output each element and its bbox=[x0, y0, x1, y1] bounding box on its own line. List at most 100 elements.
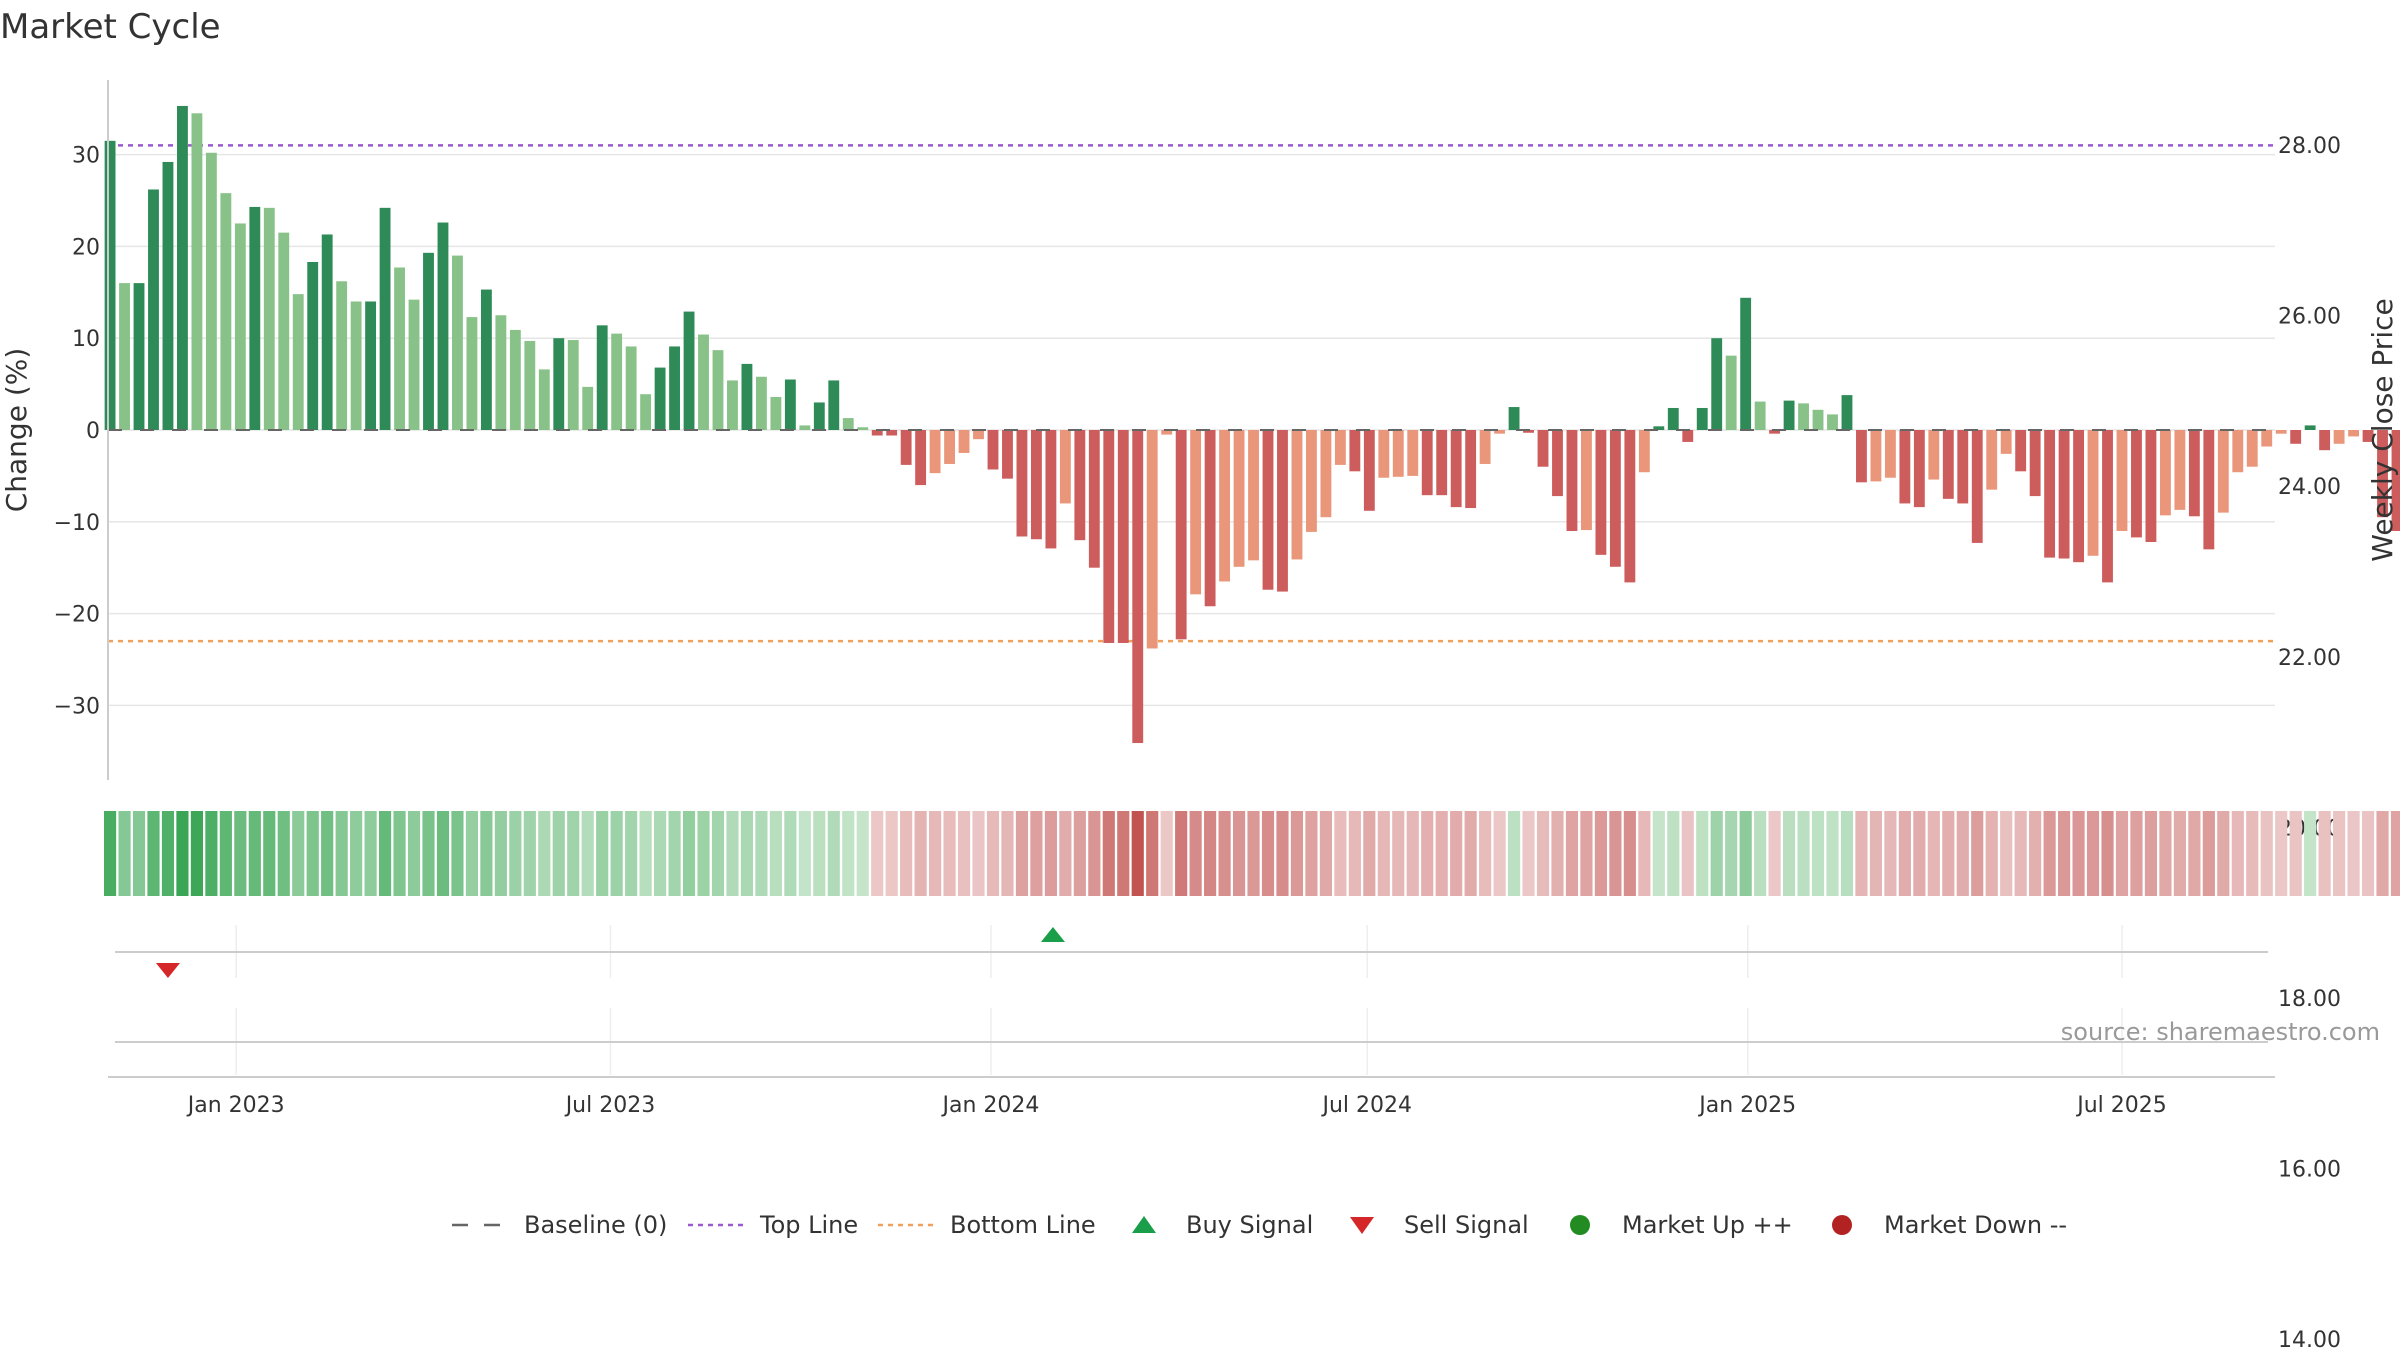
heat-cell bbox=[654, 811, 667, 896]
heat-cell bbox=[205, 811, 218, 896]
change-bar bbox=[205, 152, 217, 430]
change-bar bbox=[741, 363, 753, 430]
heat-cell bbox=[1725, 811, 1738, 896]
change-bar bbox=[1754, 401, 1766, 430]
change-bar bbox=[1957, 430, 1969, 504]
heat-cell bbox=[1232, 811, 1246, 896]
heat-cell bbox=[842, 811, 855, 896]
heat-cell bbox=[1102, 811, 1115, 896]
heat-cell bbox=[1421, 811, 1434, 896]
change-bar bbox=[842, 418, 854, 430]
heat-cell bbox=[190, 811, 203, 896]
heat-cell bbox=[2304, 811, 2317, 896]
change-bar bbox=[611, 333, 623, 430]
x-tick-label: Jan 2025 bbox=[1697, 1093, 1796, 1118]
change-bar bbox=[524, 340, 536, 430]
heat-cell bbox=[1464, 811, 1477, 896]
change-bar bbox=[1942, 430, 1954, 499]
heat-cell bbox=[1305, 811, 1318, 896]
change-bar bbox=[1725, 355, 1737, 430]
heat-cell bbox=[2173, 811, 2186, 896]
change-bar bbox=[1928, 430, 1940, 480]
change-bar bbox=[350, 301, 362, 430]
change-bar bbox=[1146, 430, 1158, 649]
heat-cell bbox=[900, 811, 913, 896]
heat-cell bbox=[2000, 811, 2013, 896]
heat-cell bbox=[1117, 811, 1130, 896]
change-bar bbox=[1638, 430, 1650, 473]
change-bar bbox=[640, 394, 652, 430]
change-bar bbox=[813, 402, 825, 430]
heat-cell bbox=[1971, 811, 1984, 896]
change-bar bbox=[408, 299, 420, 430]
change-bar bbox=[104, 140, 116, 430]
change-bar bbox=[1566, 430, 1578, 531]
heat-cell bbox=[1927, 811, 1940, 896]
change-bar bbox=[191, 113, 203, 430]
reference-lines bbox=[108, 144, 2275, 643]
change-bar bbox=[509, 329, 521, 430]
heat-cell bbox=[2289, 811, 2302, 896]
legend-label: Sell Signal bbox=[1404, 1211, 1529, 1239]
change-bar bbox=[1074, 430, 1086, 541]
change-bar bbox=[1421, 430, 1433, 496]
heat-cell bbox=[1175, 811, 1188, 896]
legend-buy-swatch bbox=[1132, 1216, 1156, 1233]
change-bar bbox=[133, 283, 145, 430]
change-bar bbox=[654, 367, 666, 430]
change-bar bbox=[1841, 395, 1853, 430]
change-bar bbox=[1523, 430, 1534, 433]
heat-cell bbox=[1623, 811, 1636, 896]
heat-cell bbox=[1261, 811, 1275, 896]
change-bar bbox=[162, 161, 174, 430]
change-bar bbox=[712, 350, 724, 430]
change-bar bbox=[177, 105, 188, 431]
heat-cell bbox=[2246, 811, 2259, 896]
heat-cell bbox=[1204, 811, 1217, 896]
change-bar bbox=[1682, 430, 1694, 442]
heat-cell bbox=[1551, 811, 1564, 896]
heat-cell bbox=[2014, 811, 2027, 896]
legend-market-down-swatch bbox=[1832, 1215, 1852, 1235]
change-bar bbox=[2333, 430, 2345, 444]
change-bar bbox=[1030, 430, 1042, 540]
change-bar bbox=[2348, 430, 2360, 437]
change-bar bbox=[1595, 430, 1607, 555]
y-tick-label: 10 bbox=[72, 327, 100, 352]
heat-cell bbox=[871, 811, 884, 896]
heat-cell bbox=[1783, 811, 1796, 896]
change-bar bbox=[1827, 414, 1838, 430]
heat-cell bbox=[1638, 811, 1651, 896]
y-tick-label: 0 bbox=[86, 419, 100, 444]
heat-cell bbox=[1667, 811, 1680, 896]
change-bar bbox=[1320, 430, 1332, 518]
heat-cell bbox=[538, 811, 551, 896]
change-bar bbox=[2290, 430, 2302, 444]
change-bar bbox=[2058, 430, 2070, 559]
change-bar bbox=[1913, 430, 1925, 508]
change-bar bbox=[278, 232, 290, 430]
change-bar bbox=[119, 283, 130, 430]
change-bar bbox=[437, 222, 449, 430]
heat-cell bbox=[711, 811, 725, 896]
buy-signal-marker bbox=[1040, 927, 1065, 942]
heat-cell bbox=[407, 811, 421, 896]
y-tick-label: −30 bbox=[54, 694, 100, 719]
heat-cell bbox=[929, 811, 942, 896]
change-bar bbox=[871, 430, 883, 436]
change-bar bbox=[1581, 430, 1592, 531]
change-bar bbox=[1262, 430, 1274, 590]
change-bar bbox=[538, 369, 550, 430]
change-bar bbox=[886, 430, 898, 436]
heat-cell bbox=[103, 811, 117, 896]
change-bar bbox=[1783, 400, 1795, 430]
change-bar bbox=[2174, 430, 2186, 510]
heat-cell bbox=[1609, 811, 1622, 896]
legend-label: Market Down -- bbox=[1884, 1211, 2067, 1239]
heat-cell bbox=[523, 811, 536, 896]
heat-cell bbox=[2144, 811, 2158, 896]
change-bar bbox=[2246, 430, 2258, 467]
heat-cell bbox=[1536, 811, 1550, 896]
change-bar bbox=[567, 340, 579, 430]
